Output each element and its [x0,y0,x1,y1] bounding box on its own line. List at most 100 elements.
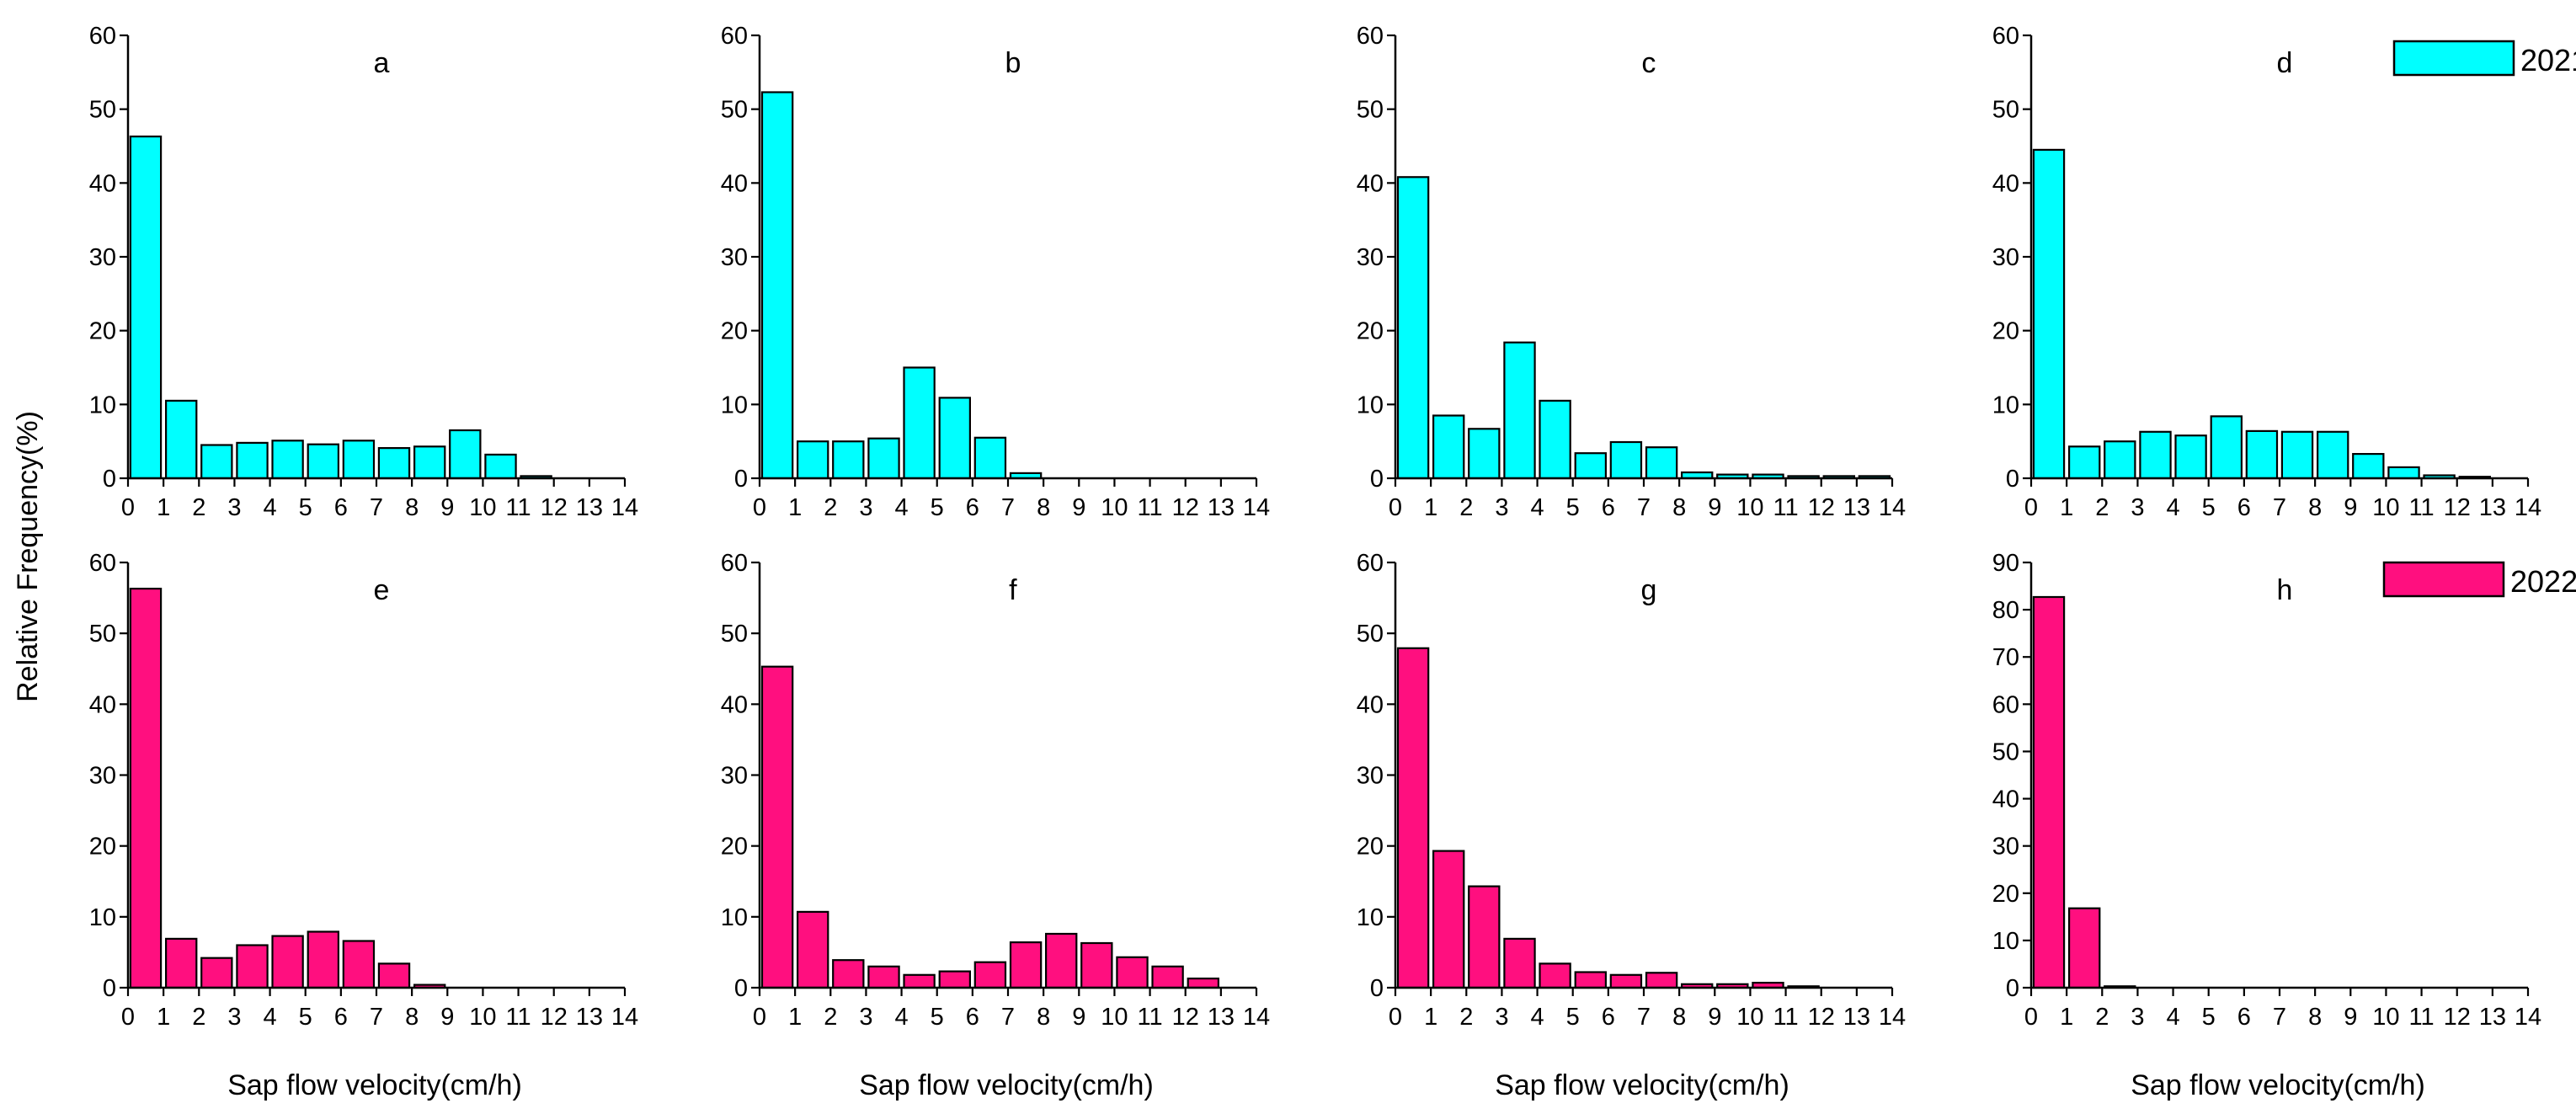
panel-g-x-tick-label-6: 6 [1602,1004,1615,1031]
panel-a-bar-2 [200,444,233,480]
panel-d-bar-7 [2280,430,2314,480]
panel-f-bar-7 [1009,941,1043,989]
panel-d-bar-8 [2317,430,2349,480]
panel-b-x-tick-label-7: 7 [1001,494,1015,521]
panel-b-x-tick-label-3: 3 [859,494,872,521]
panel-c-y-tick-label-4: 40 [1357,170,1384,197]
panel-g-x-tick-label-10: 10 [1736,1004,1763,1031]
panel-h-x-tick-label-1: 1 [2060,1004,2073,1031]
panel-f-y-tick-label-2: 20 [721,834,748,861]
panel-c-y-tick-label-6: 60 [1357,23,1384,50]
panel-a-bar-10 [484,453,517,480]
panel-f-bar-11 [1151,965,1184,989]
panel-f-bar-9 [1080,941,1113,989]
panel-h-x-tick-label-9: 9 [2344,1004,2357,1031]
panel-e-x-tick-label-11: 11 [506,1004,531,1031]
panel-b-y-tick-label-1: 10 [721,392,748,418]
panel-h-y-tick-label-8: 80 [1992,597,2019,624]
panel-f-y-tick-label-1: 10 [721,904,748,931]
panel-d-bar-4 [2174,434,2207,480]
panel-h-x-tick-label-2: 2 [2095,1004,2109,1031]
panel-c-bar-0 [1396,176,1430,480]
panel-g-y-tick-label-5: 50 [1357,621,1384,648]
panel-e-x-tick-label-10: 10 [469,1004,496,1031]
panel-e-x-tick-label-8: 8 [405,1004,419,1031]
panel-e-bar-4 [271,935,304,989]
panel-a-bar-0 [129,136,163,480]
panel-h-x-tick-label-8: 8 [2308,1004,2322,1031]
panel-a-label: a [373,47,389,79]
panel-f-x-tick-label-8: 8 [1037,1004,1050,1031]
panel-f-bar-3 [867,965,900,989]
panel-c-x-tick-label-7: 7 [1637,494,1651,521]
panel-d-bar-1 [2068,445,2101,480]
panel-g-x-tick-label-12: 12 [1808,1004,1835,1031]
panel-d-x-tick-label-1: 1 [2060,494,2073,521]
panel-g-bar-4 [1539,962,1571,989]
panel-g-x-tick-label-9: 9 [1708,1004,1721,1031]
panel-e-label: e [373,574,389,606]
panel-d-x-tick-label-2: 2 [2095,494,2109,521]
panel-c-x-tick-label-10: 10 [1736,494,1763,521]
panel-f-x-tick-label-0: 0 [753,1004,766,1031]
panel-d-y-tick-label-3: 30 [1992,244,2019,271]
panel-g-x-tick-label-8: 8 [1672,1004,1686,1031]
panel-c-x-tick-label-2: 2 [1459,494,1473,521]
panel-c-x-tick-label-8: 8 [1672,494,1686,521]
panel-b-y-tick-label-5: 50 [721,97,748,124]
panel-d-x-tick-label-10: 10 [2372,494,2399,521]
panel-a-x-tick-label-10: 10 [469,494,496,521]
panel-c-x-tick-label-9: 9 [1708,494,1721,521]
panel-g-bar-7 [1645,972,1678,989]
panel-a-bar-8 [413,445,446,480]
panel-f-x-tick-label-3: 3 [859,1004,872,1031]
panel-a-x-tick-label-6: 6 [334,494,348,521]
panel-e-x-tick-label-4: 4 [264,1004,277,1031]
panel-h-y-tick-label-0: 0 [2006,975,2019,1002]
panel-b-x-tick-label-0: 0 [753,494,766,521]
panel-a-x-tick-label-2: 2 [192,494,205,521]
panel-h-x-tick-label-12: 12 [2444,1004,2471,1031]
panel-d-x-tick-label-4: 4 [2167,494,2180,521]
panel-d-bar-5 [2210,415,2243,480]
panel-a-y-tick-label-3: 30 [89,244,116,271]
panel-d-y-tick-label-1: 10 [1992,392,2019,418]
panel-f-x-tick-label-9: 9 [1072,1004,1085,1031]
panel-g-y-tick-label-6: 60 [1357,550,1384,577]
panel-f-bar-12 [1187,977,1219,989]
panel-d-bar-9 [2352,452,2385,480]
panel-f-y-tick-label-3: 30 [721,763,748,790]
panel-h-y-tick-label-5: 50 [1992,738,2019,765]
panel-f-bar-5 [938,970,971,989]
panel-a-y-tick-label-0: 0 [103,466,116,493]
panel-b-bar-3 [867,437,900,480]
x-axis-title-3: Sap flow velocity(cm/h) [1495,1069,1789,1101]
panel-b-x-tick-label-1: 1 [788,494,802,521]
panel-b-bar-1 [796,440,829,480]
panel-a-x-tick-label-14: 14 [611,494,638,521]
panel-b-x-tick-label-2: 2 [824,494,837,521]
panel-c-x-tick-label-0: 0 [1389,494,1402,521]
panel-c-y-tick-label-2: 20 [1357,318,1384,345]
panel-e-bar-6 [342,940,376,989]
panel-f-bar-2 [832,959,865,989]
panel-b-x-tick-label-11: 11 [1138,494,1163,521]
panel-d-y-tick-label-0: 0 [2006,466,2019,493]
panel-h-x-tick-label-7: 7 [2273,1004,2286,1031]
panel-e-x-tick-label-7: 7 [370,1004,383,1031]
panel-h-x-tick-label-14: 14 [2515,1004,2541,1031]
panel-c-x-tick-label-11: 11 [1773,494,1799,521]
panel-c-x-tick-label-12: 12 [1808,494,1835,521]
panel-e-y-tick-label-2: 20 [89,834,116,861]
panel-f-bar-4 [903,973,936,989]
y-axis-title: Relative Frequency(%) [12,411,44,702]
panel-h-x-tick-label-10: 10 [2372,1004,2399,1031]
panel-a-y-tick-label-2: 20 [89,318,116,345]
panel-e-y-tick-label-0: 0 [103,975,116,1002]
panel-d-bar-0 [2032,148,2066,480]
panel-f-bar-1 [796,910,829,989]
x-axis-title-2: Sap flow velocity(cm/h) [859,1069,1154,1101]
